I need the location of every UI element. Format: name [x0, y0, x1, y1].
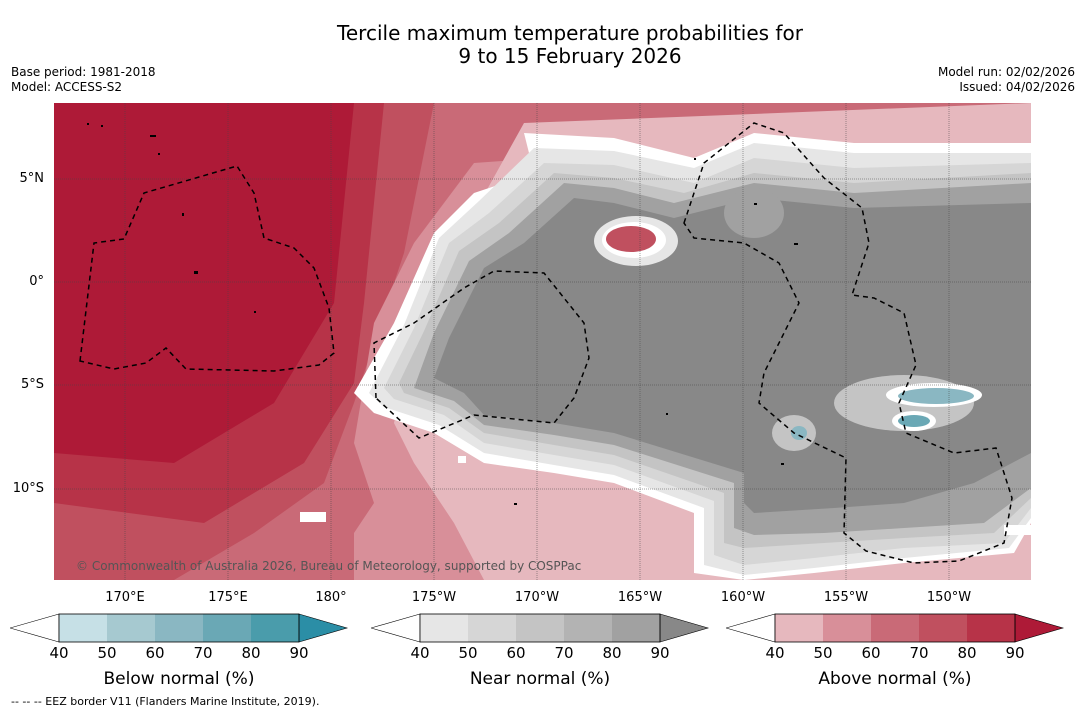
cb2-seg-3: [871, 614, 919, 642]
colorbar-near-normal: [371, 613, 710, 643]
base-period: Base period: 1981-2018: [11, 65, 156, 79]
cb1-frame: [419, 613, 661, 643]
cb0-seg-4: [203, 614, 251, 642]
lon-label-180: 180°: [315, 590, 347, 605]
cb2-tick-80: 80: [957, 644, 977, 662]
model-name: Model: ACCESS-S2: [11, 80, 123, 94]
cb0-seg-2: [107, 614, 155, 642]
cb0-seg-1: [59, 614, 107, 642]
title-line-1: Tercile maximum temperature probabilitie…: [337, 21, 803, 45]
cb1-seg-2: [468, 614, 516, 642]
patch-grey-north: [724, 188, 784, 238]
cb1-tick-60: 60: [506, 644, 526, 662]
lat-label-5s: 5°S: [20, 377, 44, 392]
white-patch-1: [300, 512, 326, 522]
eez-center: [373, 270, 590, 439]
cb2-seg-4: [919, 614, 967, 642]
eez-east: [683, 122, 1013, 564]
white-patch-2: [458, 456, 466, 463]
below-patch-1: [898, 388, 974, 404]
eez-footnote: -- -- -- EEZ border V11 (Flanders Marine…: [11, 695, 320, 708]
colorbar-below-normal: [10, 613, 349, 643]
lon-label-155w: 155°W: [823, 590, 869, 605]
cb0-tick-40: 40: [49, 644, 69, 662]
cb0-seg-5: [251, 614, 299, 642]
region-near-90: [434, 198, 1031, 513]
cb0-seg-6: [298, 613, 349, 643]
cb2-seg-2: [823, 614, 871, 642]
blob-above: [606, 226, 656, 252]
title-line-2: 9 to 15 February 2026: [458, 44, 682, 68]
cb2-tick-70: 70: [909, 644, 929, 662]
cb1-tick-90: 90: [650, 644, 670, 662]
cb0-seg-3: [155, 614, 203, 642]
cb0-tick-80: 80: [241, 644, 261, 662]
copyright-notice: © Commonwealth of Australia 2026, Bureau…: [76, 559, 582, 573]
lon-label-150w: 150°W: [926, 590, 972, 605]
colorbar-above-normal: [726, 613, 1065, 643]
cb1-seg-5: [612, 614, 660, 642]
meta-left: Base period: 1981-2018 Model: ACCESS-S2: [11, 65, 156, 95]
chart-title: Tercile maximum temperature probabilitie…: [0, 22, 1085, 68]
cb1-tick-40: 40: [410, 644, 430, 662]
cb1-seg-4: [564, 614, 612, 642]
cb2-tick-90: 90: [1005, 644, 1025, 662]
cb2-tick-50: 50: [813, 644, 833, 662]
probability-map: [54, 103, 1031, 580]
cb1-seg-6: [659, 613, 710, 643]
below-patch-2: [898, 415, 930, 427]
cb0-tick-60: 60: [145, 644, 165, 662]
cb0-tick-90: 90: [289, 644, 309, 662]
cb1-tick-70: 70: [554, 644, 574, 662]
cb1-seg-0: [371, 613, 421, 643]
cb2-seg-1: [775, 614, 823, 642]
cb2-tick-60: 60: [861, 644, 881, 662]
cb0-frame: [58, 613, 300, 643]
lat-label-0: 0°: [29, 274, 44, 289]
cb2-seg-6: [1014, 613, 1065, 643]
white-patch-3: [1004, 525, 1031, 535]
lon-label-170e: 170°E: [105, 590, 145, 605]
cb1-tick-80: 80: [602, 644, 622, 662]
lon-label-175e: 175°E: [208, 590, 248, 605]
eez-borders: [79, 122, 1013, 564]
cb1-seg-1: [420, 614, 468, 642]
cb1-seg-3: [516, 614, 564, 642]
cb2-seg-0: [726, 613, 776, 643]
gridlines: [54, 103, 1031, 580]
cb1-label: Near normal (%): [469, 669, 611, 689]
islands: [87, 123, 798, 505]
meta-right: Model run: 02/02/2026 Issued: 04/02/2026: [938, 65, 1075, 95]
lon-label-175w: 175°W: [411, 590, 457, 605]
cb0-label: Below normal (%): [103, 669, 255, 689]
cb2-tick-40: 40: [765, 644, 785, 662]
issued-date: Issued: 04/02/2026: [959, 80, 1075, 94]
lat-label-10s: 10°S: [12, 481, 44, 496]
eez-west: [79, 165, 335, 372]
model-run-date: Model run: 02/02/2026: [937, 65, 1075, 79]
lat-label-5n: 5°N: [19, 171, 45, 186]
lon-label-170w: 170°W: [514, 590, 560, 605]
cb0-seg-0: [10, 613, 60, 643]
lon-label-160w: 160°W: [720, 590, 766, 605]
cb0-tick-70: 70: [193, 644, 213, 662]
cb1-tick-50: 50: [458, 644, 478, 662]
lon-label-165w: 165°W: [617, 590, 663, 605]
cb0-tick-50: 50: [97, 644, 117, 662]
cb2-label: Above normal (%): [818, 669, 972, 689]
cb2-frame: [774, 613, 1016, 643]
cb2-seg-5: [967, 614, 1015, 642]
